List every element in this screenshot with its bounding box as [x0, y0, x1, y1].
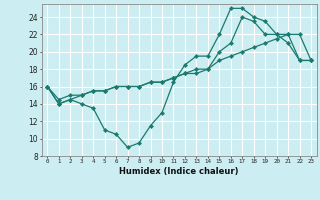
X-axis label: Humidex (Indice chaleur): Humidex (Indice chaleur): [119, 167, 239, 176]
